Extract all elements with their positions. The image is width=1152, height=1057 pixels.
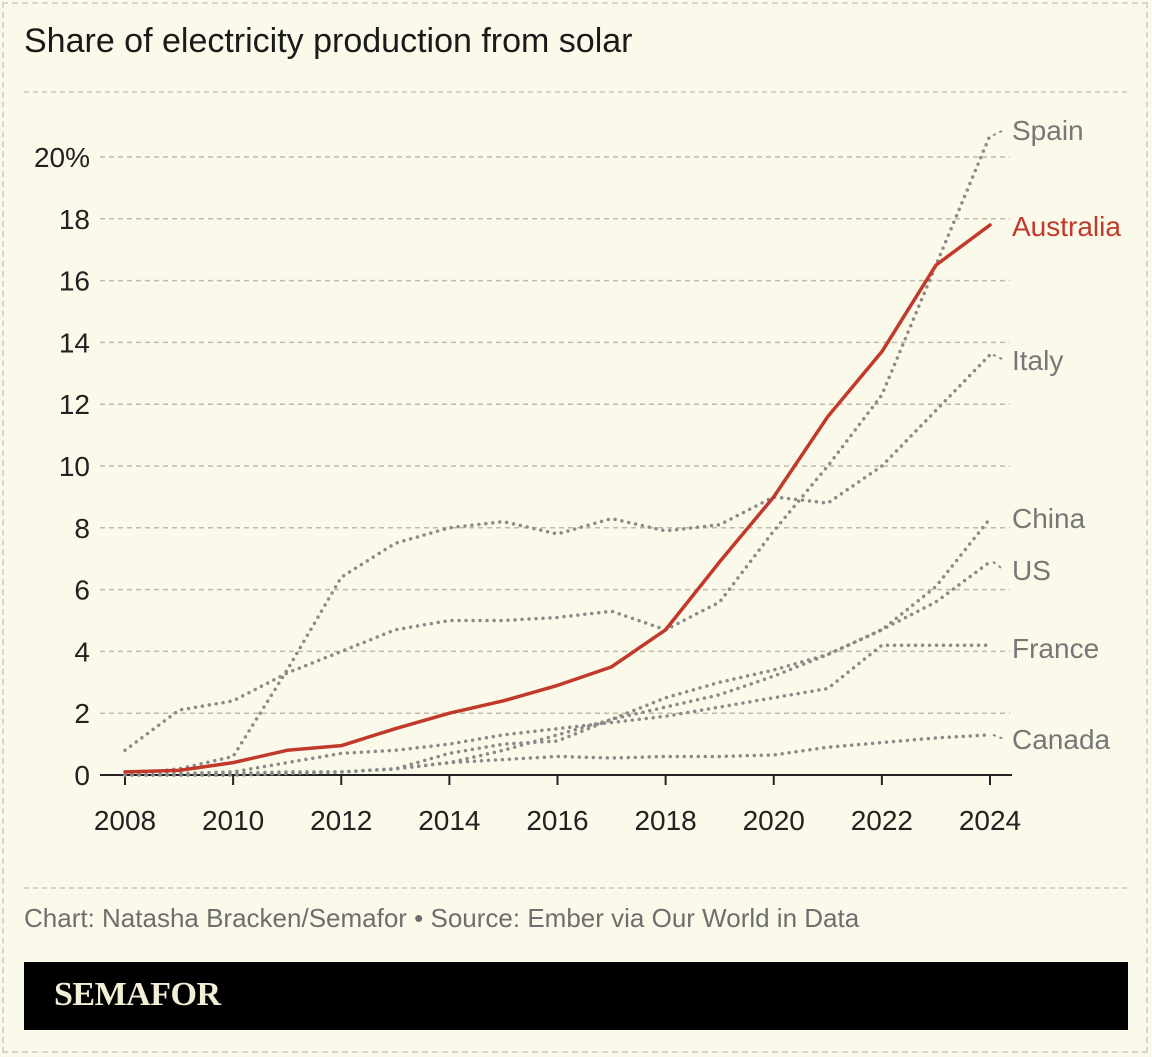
- series-label-italy: Italy: [1012, 345, 1063, 376]
- y-tick-label: 0: [74, 760, 90, 791]
- series-label-spain: Spain: [1012, 115, 1084, 146]
- series-line-china: [123, 516, 992, 777]
- label-leader: [992, 733, 1005, 740]
- x-tick-label: 2022: [851, 805, 913, 836]
- y-tick-label: 14: [59, 327, 90, 358]
- series-line-canada: [123, 733, 992, 777]
- semafor-logo: SEMAFOR: [54, 976, 221, 1013]
- label-leader: [992, 353, 1005, 361]
- series-line-italy: [123, 353, 992, 777]
- series-label-canada: Canada: [1012, 724, 1111, 755]
- series-label-france: France: [1012, 633, 1099, 664]
- series-label-australia: Australia: [1012, 211, 1121, 242]
- series-label-us: US: [1012, 555, 1051, 586]
- y-tick-label: 10: [59, 451, 90, 482]
- y-tick-label: 2: [74, 698, 90, 729]
- label-leader: [992, 129, 1005, 137]
- series-line-us: [123, 560, 992, 777]
- y-tick-label: 12: [59, 389, 90, 420]
- y-tick-label: 8: [74, 513, 90, 544]
- series-line-australia: [123, 223, 992, 774]
- x-tick-label: 2016: [526, 805, 588, 836]
- y-tick-label: 16: [59, 266, 90, 297]
- series-line-france: [123, 643, 992, 777]
- source-credit: Chart: Natasha Bracken/Semafor • Source:…: [24, 903, 860, 933]
- x-tick-label: 2014: [418, 805, 480, 836]
- y-tick-label: 6: [74, 575, 90, 606]
- y-tick-label: 4: [74, 636, 90, 667]
- chart-title: Share of electricity production from sol…: [24, 22, 633, 60]
- series-line-spain: [123, 133, 992, 753]
- x-tick-label: 2020: [743, 805, 805, 836]
- y-tick-label: 20%: [34, 142, 90, 173]
- x-tick-label: 2010: [202, 805, 264, 836]
- x-tick-label: 2012: [310, 805, 372, 836]
- x-tick-label: 2024: [959, 805, 1021, 836]
- x-tick-label: 2018: [634, 805, 696, 836]
- y-tick-label: 18: [59, 204, 90, 235]
- series-label-china: China: [1012, 503, 1086, 534]
- brand-bar: SEMAFOR: [24, 962, 1128, 1030]
- label-leader: [992, 560, 1005, 571]
- x-tick-label: 2008: [94, 805, 156, 836]
